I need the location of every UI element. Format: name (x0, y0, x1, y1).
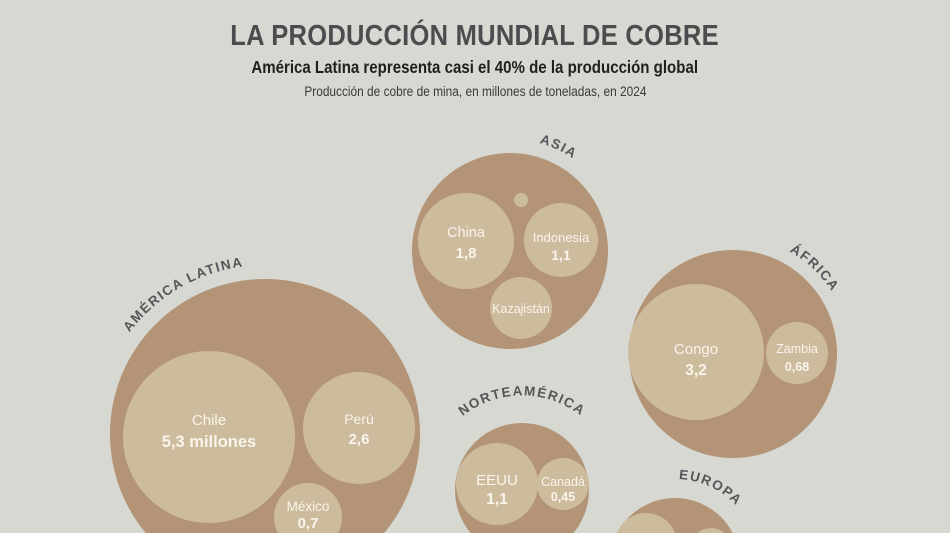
peru-value: 2,6 (349, 431, 370, 448)
region-group-norteamerica: EEUU 1,1 Canadá 0,45 NORTEAMÉRICA (455, 383, 589, 533)
bubble-asia-unlabeled (514, 193, 528, 207)
bubble-china (418, 193, 514, 289)
bubble-europa-unlabeled-1 (617, 513, 675, 533)
region-group-africa: Congo 3,2 Zambia 0,68 ÁFRICA (628, 241, 841, 458)
mexico-value: 0,7 (298, 515, 319, 532)
eeuu-name: EEUU (476, 472, 518, 489)
chile-value: 5,3 millones (162, 433, 256, 451)
bubble-eeuu (456, 443, 538, 525)
zambia-name: Zambia (776, 342, 818, 356)
eeuu-value: 1,1 (486, 491, 508, 508)
chart-subtitle: América Latina representa casi el 40% de… (251, 57, 699, 77)
bubble-canada (537, 458, 589, 510)
canada-value: 0,45 (551, 490, 575, 504)
chart-title: LA PRODUCCIÓN MUNDIAL DE COBRE (230, 20, 720, 52)
region-label-norteamerica: NORTEAMÉRICA (456, 383, 589, 418)
indonesia-value: 1,1 (551, 247, 571, 263)
congo-name: Congo (674, 341, 718, 358)
peru-name: Perú (344, 411, 374, 427)
region-label-asia: ASIA (538, 131, 580, 161)
region-group-europa: EUROPA (617, 467, 744, 533)
chart-note-line: Producción de cobre de mina, en millones… (0, 83, 950, 101)
subheader: América Latina representa casi el 40% de… (0, 57, 950, 78)
congo-value: 3,2 (685, 362, 707, 379)
china-value: 1,8 (456, 245, 477, 262)
bubble-congo (628, 284, 764, 420)
chile-name: Chile (192, 412, 226, 429)
canada-name: Canadá (541, 475, 585, 489)
bubble-kazajistan (490, 277, 552, 339)
header: LA PRODUCCIÓN MUNDIAL DE COBRE (0, 20, 950, 53)
mexico-name: México (287, 499, 330, 514)
region-group-america-latina: Chile 5,3 millones Perú 2,6 México 0,7 A… (110, 254, 420, 533)
china-name: China (447, 225, 486, 241)
region-group-asia: China 1,8 Indonesia 1,1 Kazajistán ASIA (412, 131, 608, 349)
bubble-zambia (766, 322, 828, 384)
indonesia-name: Indonesia (533, 230, 590, 245)
kazajistan-name: Kazajistán (492, 302, 550, 316)
bubble-indonesia (524, 203, 598, 277)
bubble-europa-unlabeled-2 (697, 528, 725, 533)
chart-note: Producción de cobre de mina, en millones… (303, 84, 647, 99)
zambia-value: 0,68 (785, 360, 809, 374)
bubble-chile (123, 351, 295, 523)
bubble-mexico (274, 483, 342, 533)
bubble-peru (303, 372, 415, 484)
